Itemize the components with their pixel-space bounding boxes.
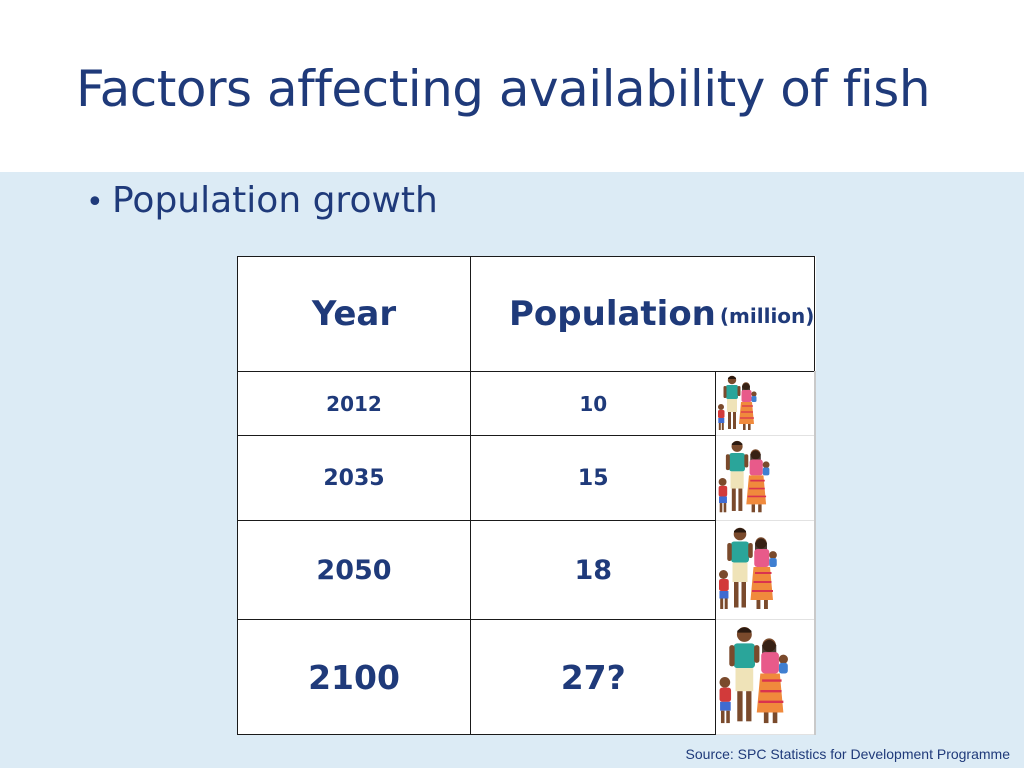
cell-year: 2050 xyxy=(237,520,471,620)
table-row: 2100 27? xyxy=(237,619,816,735)
bullet-icon: • xyxy=(86,185,104,220)
cell-year: 2100 xyxy=(237,619,471,735)
cell-year: 2012 xyxy=(237,371,471,436)
bullet-item: • Population growth xyxy=(86,180,438,221)
table-row: 2050 18 xyxy=(237,520,816,620)
family-icon xyxy=(715,619,816,735)
cell-population: 18 xyxy=(469,520,717,620)
header-unit: (million) xyxy=(719,304,815,328)
header-population-label: Population xyxy=(509,294,716,334)
cell-year: 2035 xyxy=(237,435,471,521)
population-table: Year Population (million) 2012 10 2035 15… xyxy=(237,256,816,735)
table-row: 2012 10 xyxy=(237,371,816,436)
slide-title: Factors affecting availability of fish xyxy=(76,60,931,118)
header-population: Population (million) xyxy=(469,256,816,372)
cell-population: 27? xyxy=(469,619,717,735)
bullet-text: Population growth xyxy=(112,180,438,221)
title-area: Factors affecting availability of fish xyxy=(0,0,1024,172)
family-icon xyxy=(715,371,816,436)
cell-population: 15 xyxy=(469,435,717,521)
cell-population: 10 xyxy=(469,371,717,436)
header-year: Year xyxy=(237,256,471,372)
table-header-row: Year Population (million) xyxy=(237,256,816,372)
family-icon xyxy=(715,435,816,521)
table-row: 2035 15 xyxy=(237,435,816,521)
family-icon xyxy=(715,520,816,620)
source-note: Source: SPC Statistics for Development P… xyxy=(685,746,1010,762)
